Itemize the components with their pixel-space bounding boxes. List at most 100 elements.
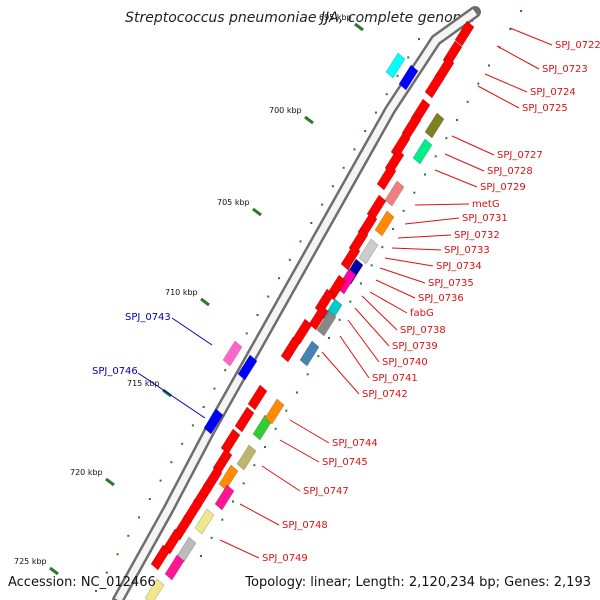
scale-dot (159, 479, 162, 482)
gene-label: SPJ_0741 (372, 373, 418, 384)
scale-tick-mark (252, 207, 262, 217)
scale-dot (424, 173, 426, 176)
gene-feature (164, 554, 185, 581)
scale-dot (317, 355, 320, 358)
gene-feature (358, 238, 379, 265)
leader-line (219, 539, 260, 559)
gene-label: SPJ_0748 (282, 520, 328, 531)
scale-dot (509, 28, 512, 31)
scale-dot (105, 571, 108, 574)
scale-tick-label: 710 kbp (165, 288, 198, 297)
leader-line (397, 234, 452, 239)
gene-label: SPJ_0740 (382, 357, 428, 368)
scale-dot (274, 427, 277, 430)
leader-line (321, 351, 360, 395)
scale-dot (392, 228, 394, 230)
scale-dot (445, 137, 448, 140)
gene-feature (237, 354, 258, 381)
scale-dot (434, 155, 437, 158)
scale-dot (253, 464, 256, 467)
scale-dot (331, 185, 334, 188)
scale-dot (285, 409, 288, 412)
scale-dot (191, 424, 194, 427)
scale-dot (353, 148, 356, 151)
gene-label: SPJ_0739 (392, 341, 438, 352)
leader-line (477, 85, 520, 109)
scale-tick-mark (49, 566, 59, 576)
scale-dot (138, 516, 141, 519)
scale-dot (296, 391, 298, 394)
scale-dot (95, 590, 97, 592)
gene-feature (376, 164, 397, 191)
leader-line (404, 217, 460, 225)
leader-line (375, 279, 416, 299)
scale-dot (402, 209, 405, 212)
gene-feature (374, 210, 395, 237)
leader-line (137, 372, 206, 419)
scale-dot (278, 277, 281, 280)
scale-dot (299, 240, 302, 243)
gene-feature (144, 578, 165, 600)
scale-tick-mark (200, 297, 210, 307)
gene-label: SPJ_0727 (497, 150, 543, 161)
scale-dot (466, 100, 469, 103)
gene-feature (424, 112, 445, 139)
leader-line (414, 203, 470, 206)
gene-feature (194, 508, 215, 535)
scale-tick-label: 695 kbp (319, 13, 352, 22)
gene-label: SPJ_0722 (555, 40, 600, 51)
leader-line (347, 319, 380, 363)
gene-feature (234, 406, 255, 433)
scale-dot (242, 482, 245, 485)
scale-dot (418, 38, 420, 40)
leader-line (379, 267, 426, 284)
scale-dot (181, 442, 184, 445)
leader-line (339, 335, 370, 379)
scale-dot (202, 406, 205, 408)
scale-tick-label: 705 kbp (217, 198, 250, 207)
gene-label: SPJ_0728 (487, 166, 533, 177)
scale-dots (95, 10, 522, 592)
scale-dot (520, 10, 522, 12)
leader-line (434, 169, 478, 188)
scale-dot (456, 119, 458, 121)
feature-track (144, 20, 475, 600)
leader-line (289, 419, 330, 444)
gene-label: SPJ_0733 (444, 245, 490, 256)
scale-dot (374, 111, 377, 114)
scale-dot (224, 369, 227, 372)
gene-label: SPJ_0745 (322, 457, 368, 468)
scale-dot (221, 518, 224, 521)
scale-dot (200, 555, 202, 557)
scale-dot (364, 130, 367, 132)
gene-label: SPJ_0735 (428, 278, 474, 289)
scale-dot (127, 534, 130, 537)
scale-dot (488, 64, 490, 67)
gene-feature (384, 180, 405, 207)
gene-feature (222, 340, 243, 367)
gene-feature (454, 20, 475, 47)
scale-tick-label: 725 kbp (14, 557, 47, 566)
leader-line (369, 291, 408, 314)
scale-dot (245, 332, 248, 335)
scale-dot (328, 337, 330, 339)
feature-labels: SPJ_0722 SPJ_0723 SPJ_0724 SPJ_0725 SPJ_0727… (92, 40, 600, 564)
leader-line (384, 257, 434, 267)
scale-dot (264, 446, 266, 448)
scale-dot (413, 191, 416, 194)
scale-dot (349, 300, 352, 303)
scale-dot (116, 553, 119, 556)
gene-label: SPJ_0725 (522, 103, 568, 114)
gene-feature (236, 444, 257, 471)
leader-line (279, 439, 320, 463)
gene-feature (340, 244, 361, 271)
scale-ticks: 695 kbp 700 kbp 705 kbp 710 kbp 715 kbp 720 k… (14, 13, 364, 576)
gene-feature (299, 340, 320, 367)
gene-label: SPJ_0738 (400, 325, 446, 336)
gene-label: SPJ_0732 (454, 230, 500, 241)
gene-label: SPJ_0724 (530, 87, 576, 98)
scale-dot (310, 222, 313, 224)
leader-line (354, 307, 390, 347)
scale-tick-mark (105, 477, 115, 487)
gene-feature (336, 268, 357, 295)
